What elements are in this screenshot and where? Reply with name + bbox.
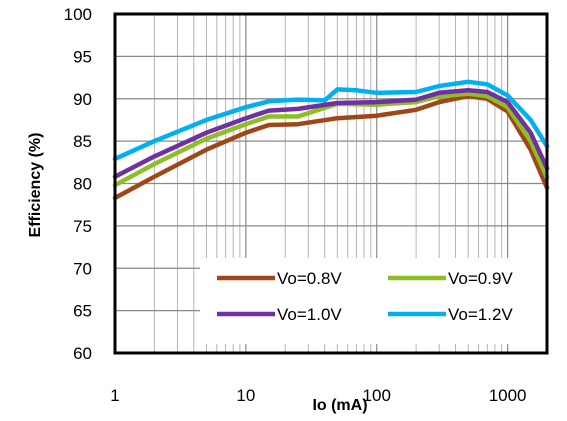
x-axis-tick-labels: 1 10 100 1000 (110, 386, 526, 405)
legend-label: Vo=0.8V (277, 269, 342, 288)
y-axis-title: Efficiency (%) (27, 133, 44, 238)
y-tick-label: 100 (64, 5, 92, 24)
y-tick-label: 85 (73, 132, 92, 151)
x-tick-label: 100 (363, 386, 391, 405)
legend-label: Vo=0.9V (448, 269, 513, 288)
y-axis-tick-labels: 60 65 70 75 80 85 90 95 100 (64, 5, 92, 363)
y-tick-label: 75 (73, 217, 92, 236)
series-line (112, 93, 550, 201)
x-tick-label: 10 (236, 386, 255, 405)
legend-box (200, 258, 547, 344)
series-line (112, 88, 550, 179)
legend: Vo=0.8V Vo=0.9V Vo=1.0V Vo=1.2V (200, 258, 547, 344)
x-tick-label: 1 (110, 386, 119, 405)
y-tick-label: 80 (73, 175, 92, 194)
y-tick-label: 65 (73, 302, 92, 321)
legend-label: Vo=1.0V (277, 305, 342, 324)
plot-area-border (113, 12, 549, 355)
series-line (112, 79, 550, 162)
x-tick-label: 1000 (489, 386, 527, 405)
y-tick-label: 60 (73, 344, 92, 363)
y-tick-label: 95 (73, 47, 92, 66)
series-line (112, 91, 550, 188)
x-axis-title: Io (mA) (312, 397, 367, 414)
y-tick-label: 90 (73, 90, 92, 109)
series-layer (112, 79, 550, 201)
legend-label: Vo=1.2V (448, 305, 513, 324)
y-tick-label: 70 (73, 259, 92, 278)
